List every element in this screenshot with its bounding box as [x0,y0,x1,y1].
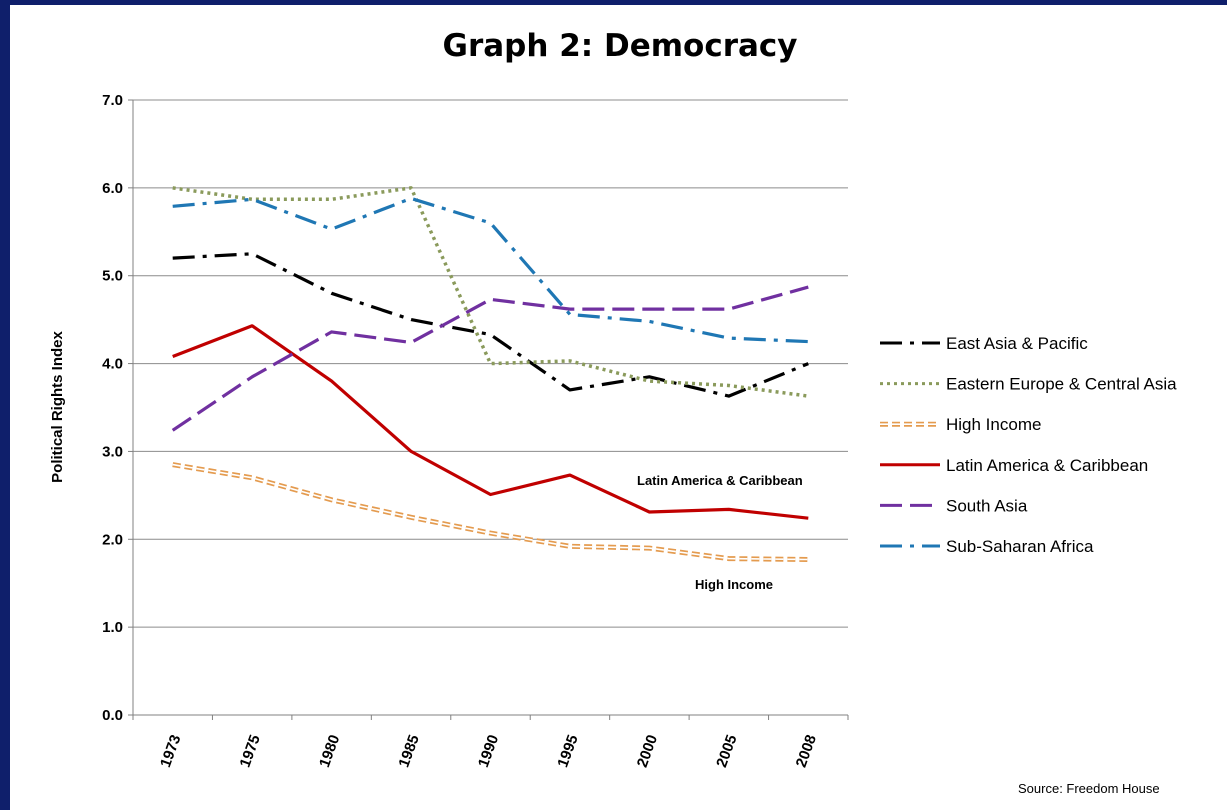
y-tick-label: 5.0 [102,268,123,285]
series-lines [171,186,809,562]
x-tick-label: 2008 [793,733,820,770]
y-axis-label: Political Rights Index [49,331,66,483]
chart-panel [10,5,1227,810]
x-tick-label: 1990 [475,733,502,770]
legend: East Asia & Pacific Eastern Europe & Cent… [880,334,1177,556]
x-tick-label: 2005 [713,733,740,770]
legend-label-east-asia-pacific: East Asia & Pacific [946,334,1088,353]
series-line-south-asia [171,285,809,432]
x-tick-label: 2000 [634,733,661,770]
y-axis-ticks: 0.0 1.0 2.0 3.0 4.0 5.0 6.0 7.0 [102,92,123,724]
y-tick-label: 0.0 [102,707,123,724]
legend-label-high-income: High Income [946,415,1041,434]
x-tick-label: 1995 [554,733,581,770]
y-tick-label: 1.0 [102,619,123,636]
x-tick-label: 1973 [157,733,184,770]
legend-label-latin-america-caribbean: Latin America & Caribbean [946,456,1148,475]
y-tick-label: 2.0 [102,531,123,548]
legend-label-south-asia: South Asia [946,496,1028,515]
gridlines [128,99,849,720]
x-tick-label: 1980 [316,733,343,770]
x-tick-label: 1985 [395,733,422,770]
series-line-sub-saharan-africa [172,196,809,344]
series-line-east-asia-pacific [172,252,809,398]
series-line-eastern-europe-central-asia [172,186,809,398]
y-tick-label: 7.0 [102,92,123,109]
legend-label-eastern-europe-central-asia: Eastern Europe & Central Asia [946,375,1177,394]
y-tick-label: 4.0 [102,356,123,373]
legend-label-sub-saharan-africa: Sub-Saharan Africa [946,537,1094,556]
y-tick-label: 3.0 [102,443,123,460]
source-note: Source: Freedom House [1018,781,1160,796]
series-line-inner-high-income [172,463,809,561]
x-tick-label: 1975 [237,733,264,770]
annotation-high-income: High Income [695,577,773,592]
chart-title: Graph 2: Democracy [442,28,798,64]
x-axis-ticks: 1973 1975 1980 1985 1990 1995 2000 2005 2008 [157,733,820,770]
y-tick-label: 6.0 [102,180,123,197]
series-line-latin-america-caribbean [172,324,809,520]
annotation-latin-america: Latin America & Caribbean [637,473,803,488]
